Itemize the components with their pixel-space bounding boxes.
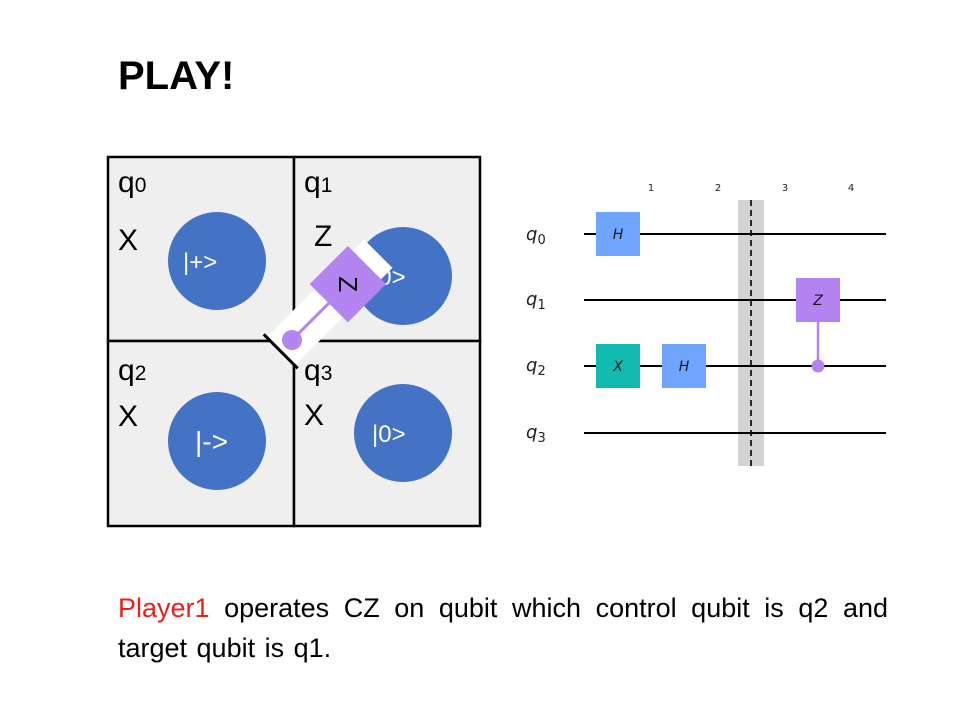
cz-control-dot (282, 330, 302, 350)
cell-qubit-label: q1 (304, 166, 332, 199)
state-label: |0> (372, 421, 406, 448)
board-cell-q3[interactable]: q3 X |0> (292, 339, 482, 528)
cell-qubit-label: q2 (118, 354, 146, 387)
cell-gate-label: X (118, 400, 138, 433)
caption-text: operates CZ on qubit which control qubit… (118, 593, 888, 663)
state-label: |-> (195, 426, 228, 457)
cz-piece-edge (262, 333, 299, 370)
cz-game-piece[interactable]: Z (262, 235, 398, 371)
state-circle (168, 212, 266, 310)
cell-qubit-label: q3 (304, 354, 332, 387)
board-cell-q0[interactable]: q0 X |+> (106, 155, 296, 343)
cell-gate-label: X (304, 399, 324, 432)
caption: Player1 operates CZ on qubit which contr… (118, 588, 888, 668)
cell-gate-label: Z (314, 220, 332, 253)
slide-title: PLAY! (118, 54, 235, 98)
state-circle (354, 384, 452, 482)
caption-player: Player1 (118, 593, 210, 623)
cz-target-box (309, 245, 387, 323)
board-cell-q2[interactable]: q2 X |-> (106, 339, 296, 528)
state-circle (354, 227, 452, 325)
state-label: |+> (183, 249, 217, 276)
cz-piece-label: Z (333, 276, 363, 292)
cell-gate-label: X (118, 224, 138, 257)
state-circle (168, 392, 266, 490)
cell-qubit-label: q0 (118, 166, 146, 199)
